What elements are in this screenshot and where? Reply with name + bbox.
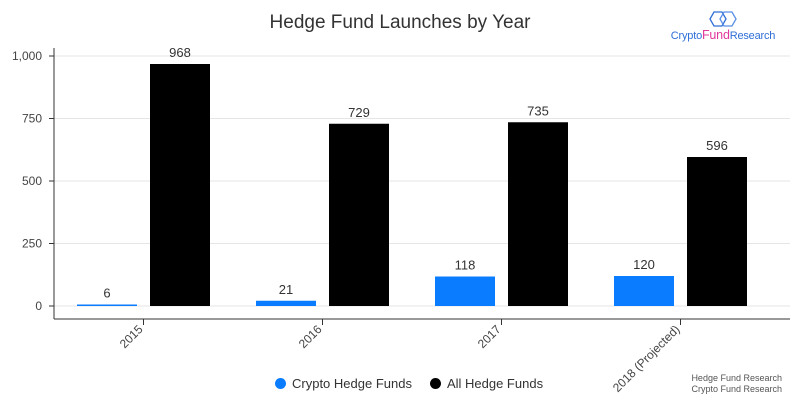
x-tick-label: 2018 (Projected) — [610, 322, 683, 395]
y-tick-label: 500 — [22, 174, 42, 188]
source-note: Hedge Fund Research Crypto Fund Research — [691, 373, 782, 395]
bar-all — [329, 123, 389, 306]
logo-hexagon-icon — [709, 11, 737, 27]
legend: Crypto Hedge Funds All Hedge Funds — [275, 376, 561, 391]
crypto-fund-research-logo: CryptoFundResearch — [668, 10, 778, 44]
source-line-2: Crypto Fund Research — [691, 384, 782, 394]
bar-crypto — [77, 304, 137, 306]
data-label: 21 — [279, 282, 293, 297]
legend-label-all: All Hedge Funds — [446, 376, 544, 391]
legend-item-all[interactable]: All Hedge Funds — [429, 376, 544, 391]
bar-all — [687, 157, 747, 306]
legend-swatch-all — [429, 378, 441, 389]
data-label: 6 — [103, 286, 110, 301]
data-label: 735 — [527, 103, 549, 118]
y-tick-label: 250 — [22, 237, 42, 251]
bar-all — [508, 122, 568, 306]
x-tick-label: 2016 — [296, 322, 325, 351]
legend-swatch-crypto — [275, 378, 286, 389]
bar-crypto — [614, 276, 674, 306]
data-label: 968 — [169, 45, 191, 60]
x-tick-label: 2015 — [117, 322, 146, 351]
y-tick-label: 1,000 — [12, 49, 42, 63]
bar-crypto — [435, 276, 495, 306]
source-line-1: Hedge Fund Research — [691, 373, 782, 383]
legend-label-crypto: Crypto Hedge Funds — [292, 376, 412, 391]
logo-prefix: Crypto — [670, 30, 702, 42]
legend-item-crypto[interactable]: Crypto Hedge Funds — [275, 376, 412, 391]
chart-title: Hedge Fund Launches by Year — [269, 12, 531, 33]
data-label: 729 — [348, 105, 370, 120]
y-tick-label: 750 — [22, 112, 42, 126]
x-tick-label: 2017 — [475, 322, 504, 351]
data-label: 120 — [633, 257, 655, 272]
bar-crypto — [256, 300, 316, 306]
data-label: 118 — [455, 258, 476, 273]
logo-middle: Fund — [702, 28, 730, 42]
y-tick-label: 0 — [35, 299, 42, 313]
data-label: 596 — [706, 138, 728, 153]
logo-suffix: Research — [729, 30, 776, 42]
bar-all — [150, 64, 210, 306]
logo-text: CryptoFundResearch — [668, 28, 778, 42]
